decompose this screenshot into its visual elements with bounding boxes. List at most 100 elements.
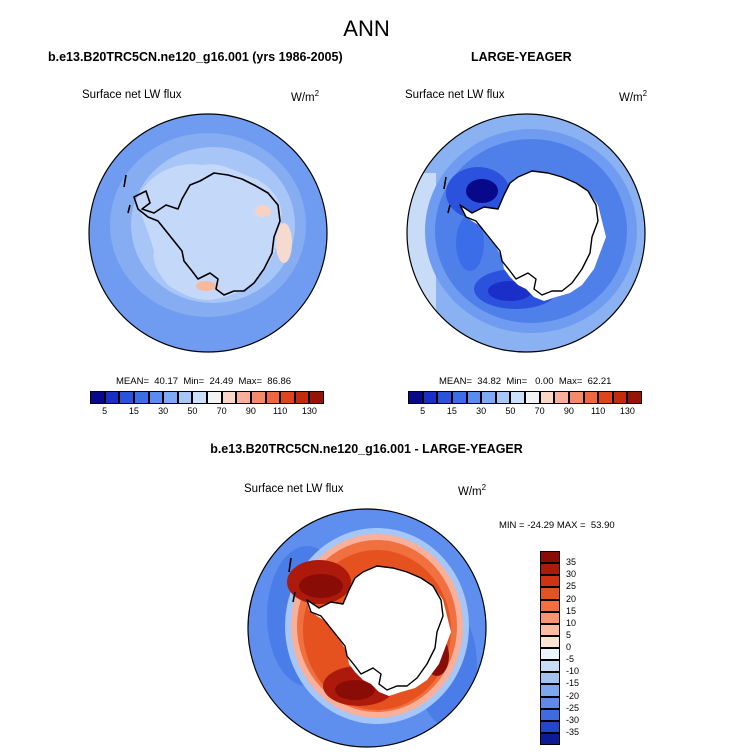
colorbar-tick-label: 30: [566, 569, 577, 580]
colorbar-tick-label: 15: [566, 605, 577, 616]
colorbar-swatch: [250, 391, 266, 404]
colorbar-swatch: [598, 391, 613, 404]
colorbar-swatch: [540, 575, 560, 588]
colorbar-tick-label: 110: [590, 406, 606, 416]
colorbar-swatch: [437, 391, 452, 404]
panel2-subtitle: LARGE-YEAGER: [471, 50, 572, 64]
colorbar-swatch: [540, 587, 560, 600]
page-title: ANN: [343, 16, 390, 41]
colorbar-tick-label: 70: [534, 406, 545, 416]
colorbar-tick-label: 5: [566, 629, 572, 640]
colorbar-tick-label: -10: [566, 666, 580, 677]
colorbar-tick-label: 110: [272, 406, 288, 416]
colorbar-swatch: [163, 391, 178, 404]
colorbar-tick-label: 5: [420, 406, 426, 416]
colorbar-swatch: [540, 563, 560, 576]
colorbar-swatch: [309, 391, 324, 404]
colorbar-tick-label: 15: [446, 406, 457, 416]
colorbar-swatch: [481, 391, 496, 404]
colorbar-swatch: [294, 391, 310, 404]
colorbar-tick-label: 20: [566, 593, 577, 604]
colorbar-swatch: [119, 391, 134, 404]
panel2-units: W/m2: [619, 89, 648, 104]
colorbar-tick-label: 10: [566, 617, 577, 628]
colorbar-swatch: [540, 696, 560, 709]
colorbar-tick-label: 70: [216, 406, 227, 416]
colorbar-swatch: [525, 391, 540, 404]
colorbar-swatch: [540, 684, 560, 697]
colorbar-swatch: [568, 391, 584, 404]
colorbar-swatch: [540, 708, 560, 721]
colorbar-swatch: [422, 391, 438, 404]
colorbar-swatch: [236, 391, 251, 404]
colorbar-tick-label: -35: [566, 726, 580, 737]
panel3-subtitle: b.e13.B20TRC5CN.ne120_g16.001 - LARGE-YE…: [210, 442, 523, 456]
colorbar-tick-label: 50: [187, 406, 198, 416]
colorbar-tick-label: 35: [566, 557, 577, 568]
panel3-colorbar: [540, 551, 560, 745]
panel1-colorbar-ticks: 5 15 30 50 70 90 110 130: [90, 406, 324, 418]
panel3-colorbar-ticks: 35 30 25 20 15 10 5 0 -5 -10 -15 -20 -25 -30 -35: [566, 551, 606, 745]
colorbar-swatch: [583, 391, 599, 404]
colorbar-swatch: [540, 551, 560, 564]
panel2-polar-map: [406, 113, 646, 353]
colorbar-swatch: [495, 391, 511, 404]
colorbar-swatch: [221, 391, 237, 404]
colorbar-swatch: [207, 391, 222, 404]
colorbar-swatch: [554, 391, 569, 404]
panel3-polar-map: [247, 508, 487, 748]
colorbar-swatch: [265, 391, 281, 404]
panel1-polar-map: [88, 113, 328, 353]
colorbar-tick-label: 0: [566, 642, 572, 652]
colorbar-tick-label: -5: [566, 654, 575, 665]
colorbar-swatch: [90, 391, 105, 404]
colorbar-swatch: [539, 391, 555, 404]
panel1-field-label: Surface net LW flux: [82, 89, 182, 101]
colorbar-tick-label: 130: [301, 406, 317, 416]
colorbar-tick-label: 90: [563, 406, 574, 416]
colorbar-swatch: [451, 391, 467, 404]
colorbar-tick-label: -25: [566, 702, 580, 713]
panel2-colorbar-ticks: 5 15 30 50 70 90 110 130: [408, 406, 642, 418]
colorbar-swatch: [177, 391, 193, 404]
panel2-colorbar: [408, 391, 642, 404]
colorbar-swatch: [540, 672, 560, 685]
colorbar-swatch: [540, 599, 560, 612]
colorbar-swatch: [466, 391, 482, 404]
colorbar-tick-label: 30: [158, 406, 169, 416]
colorbar-swatch: [540, 635, 560, 648]
colorbar-tick-label: 30: [476, 406, 487, 416]
panel2-stats: MEAN= 34.82 Min= 0.00 Max= 62.21: [439, 376, 612, 387]
colorbar-tick-label: 25: [566, 581, 577, 592]
panel1-subtitle: b.e13.B20TRC5CN.ne120_g16.001 (yrs 1986-…: [48, 50, 343, 64]
colorbar-tick-label: 15: [128, 406, 139, 416]
colorbar-swatch: [627, 391, 642, 404]
colorbar-swatch: [540, 660, 560, 673]
colorbar-swatch: [540, 611, 560, 624]
panel1-units: W/m2: [291, 89, 320, 104]
panel1-stats: MEAN= 40.17 Min= 24.49 Max= 86.86: [116, 376, 292, 387]
colorbar-tick-label: 50: [505, 406, 516, 416]
colorbar-tick-label: -15: [566, 678, 580, 689]
colorbar-swatch: [510, 391, 525, 404]
colorbar-swatch: [148, 391, 164, 404]
colorbar-swatch: [612, 391, 628, 404]
colorbar-swatch: [408, 391, 423, 404]
panel1-colorbar: [90, 391, 324, 404]
colorbar-tick-label: 130: [619, 406, 635, 416]
panel3-units: W/m2: [458, 483, 487, 498]
colorbar-tick-label: -30: [566, 714, 580, 725]
panel3-field-label: Surface net LW flux: [244, 483, 344, 495]
colorbar-swatch: [540, 648, 560, 661]
colorbar-tick-label: 90: [245, 406, 256, 416]
colorbar-swatch: [540, 623, 560, 636]
colorbar-swatch: [540, 720, 560, 733]
panel2-field-label: Surface net LW flux: [405, 89, 505, 101]
colorbar-tick-label: -20: [566, 690, 580, 701]
colorbar-swatch: [540, 732, 560, 745]
colorbar-swatch: [280, 391, 295, 404]
colorbar-tick-label: 5: [102, 406, 108, 416]
colorbar-swatch: [104, 391, 120, 404]
colorbar-swatch: [133, 391, 149, 404]
colorbar-swatch: [192, 391, 207, 404]
